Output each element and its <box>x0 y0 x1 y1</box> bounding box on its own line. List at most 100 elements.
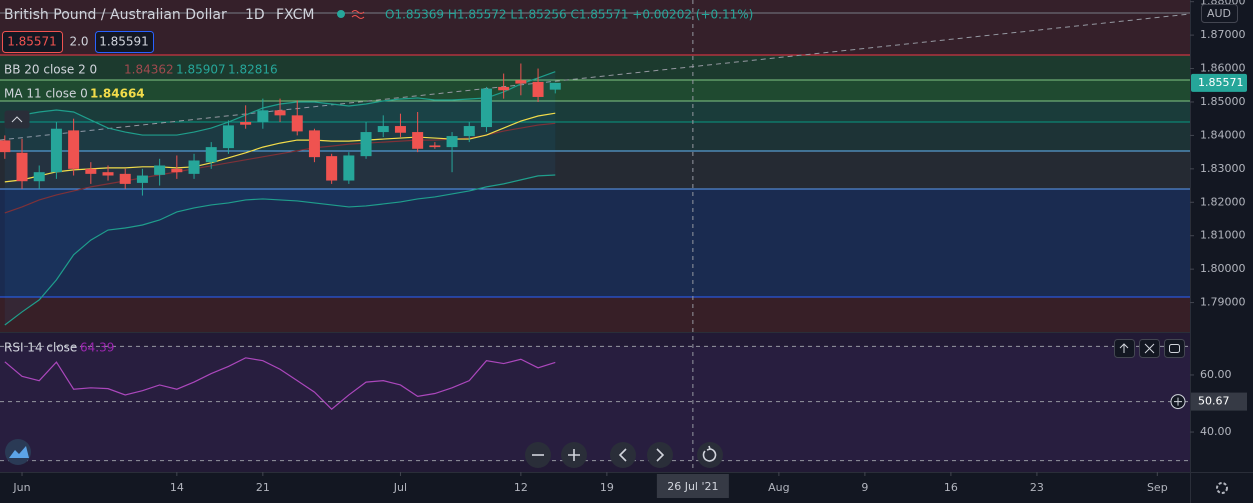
candle-body <box>274 110 286 116</box>
candle-body <box>360 132 372 157</box>
icon <box>1119 343 1129 353</box>
candle-body <box>119 173 131 184</box>
candle-body <box>463 126 475 137</box>
icon <box>618 448 627 462</box>
last-price-label: 1.85571 <box>1198 76 1244 89</box>
icon <box>702 445 717 462</box>
zone <box>0 122 1190 151</box>
zone <box>0 55 1190 80</box>
y-tick-label: 40.00 <box>1200 425 1232 438</box>
candle-body <box>377 126 389 133</box>
rsi-line <box>4 357 556 411</box>
currency[interactable]: AUD <box>1207 7 1231 20</box>
crosshair-x-box <box>656 474 729 498</box>
candle-body <box>308 130 320 158</box>
crosshair-add-icon <box>1174 397 1182 406</box>
logo-icon <box>9 446 29 458</box>
logo[interactable] <box>5 439 31 465</box>
candle-body <box>240 122 252 125</box>
zone <box>0 297 1190 332</box>
settings-icon[interactable] <box>1216 482 1228 494</box>
y-tick-label: 1.82000 <box>1200 195 1246 208</box>
candle-body <box>291 115 303 132</box>
exchange: FXCM <box>276 7 314 23</box>
x-tick-label: 9 <box>861 481 868 494</box>
spread: 2.0 <box>69 35 88 49</box>
candle-body <box>85 168 97 174</box>
x-tick-label: 14 <box>170 481 184 494</box>
candle-body <box>532 81 544 97</box>
candle-body <box>16 152 28 182</box>
y-tick-label: 1.88000 <box>1200 0 1246 8</box>
candle-body <box>326 156 338 181</box>
x-tick-label: Sep <box>1147 481 1168 494</box>
zone <box>0 80 1190 101</box>
candle-body <box>171 168 183 173</box>
control-icons <box>532 445 717 462</box>
candle-body <box>50 128 62 173</box>
candle-body <box>68 130 80 169</box>
candle-body <box>0 140 11 153</box>
crosshair-y-label: 50.67 <box>1198 395 1230 408</box>
rsi-value: 64.39 <box>80 341 114 355</box>
bb-upper-value: 1.85907 <box>176 63 226 77</box>
sell-button[interactable] <box>2 31 63 53</box>
bb-legend: BB 20 close 2 0 <box>4 63 97 77</box>
sell-price[interactable]: 1.85571 <box>7 35 57 49</box>
x-tick-label: Aug <box>768 481 789 494</box>
icon <box>568 449 580 461</box>
chevron <box>11 116 23 123</box>
candle-body <box>102 172 114 176</box>
candle-body <box>429 145 441 148</box>
settings[interactable] <box>1216 482 1228 494</box>
y-tick-label: 1.81000 <box>1200 229 1246 242</box>
zone <box>0 101 1190 122</box>
pane-controls[interactable] <box>1114 339 1185 358</box>
candle-body <box>446 136 458 148</box>
candle-body <box>154 165 166 175</box>
interval: 1D <box>245 7 265 23</box>
rsi-legend: RSI 14 close <box>4 341 77 355</box>
icon <box>656 448 665 462</box>
crosshair-x-label: 26 Jul '21 <box>667 480 718 493</box>
icon <box>1144 343 1155 354</box>
x-tick-label: 21 <box>256 481 270 494</box>
x-tick-label: 16 <box>944 481 958 494</box>
buy-button[interactable] <box>95 31 154 53</box>
bb-basis-value: 1.84362 <box>124 63 174 77</box>
candle-body <box>343 155 355 181</box>
maximize-pane[interactable] <box>1164 339 1185 358</box>
x-tick-label: Jun <box>12 481 30 494</box>
status-icon <box>351 10 365 19</box>
icon <box>1169 344 1180 353</box>
y-tick-label: 60.00 <box>1200 368 1232 381</box>
y-tick-label: 1.85000 <box>1200 95 1246 108</box>
candle-body <box>222 125 234 149</box>
y-tick-label: 1.84000 <box>1200 128 1246 141</box>
zone <box>0 0 1190 55</box>
candle-body <box>136 175 148 183</box>
bb-lower-value: 1.82816 <box>228 63 278 77</box>
y-tick-label: 1.83000 <box>1200 162 1246 175</box>
buy-price[interactable]: 1.85591 <box>99 35 149 49</box>
candle-body <box>549 82 561 90</box>
indicator-line <box>4 174 556 326</box>
x-tick-label: 12 <box>514 481 528 494</box>
ma-legend: MA 11 close 0 <box>4 87 88 101</box>
indicator-line <box>4 122 556 214</box>
scroll-left[interactable] <box>610 442 636 468</box>
ohlc: O1.85369 H1.85572 L1.85256 C1.85571 +0.0… <box>385 8 753 22</box>
candle-body <box>498 86 510 91</box>
y-tick-label: 1.80000 <box>1200 262 1246 275</box>
reset[interactable] <box>697 442 723 468</box>
candle-body <box>188 160 200 174</box>
scroll-right[interactable] <box>647 442 673 468</box>
ma-value: 1.84664 <box>90 87 145 101</box>
candle-body <box>33 172 45 182</box>
collapse-button[interactable] <box>4 110 30 129</box>
x-tick-label: Jul <box>393 481 407 494</box>
y-tick-label: 1.87000 <box>1200 28 1246 41</box>
status-dot <box>337 10 345 18</box>
currency-box[interactable] <box>1201 4 1238 23</box>
